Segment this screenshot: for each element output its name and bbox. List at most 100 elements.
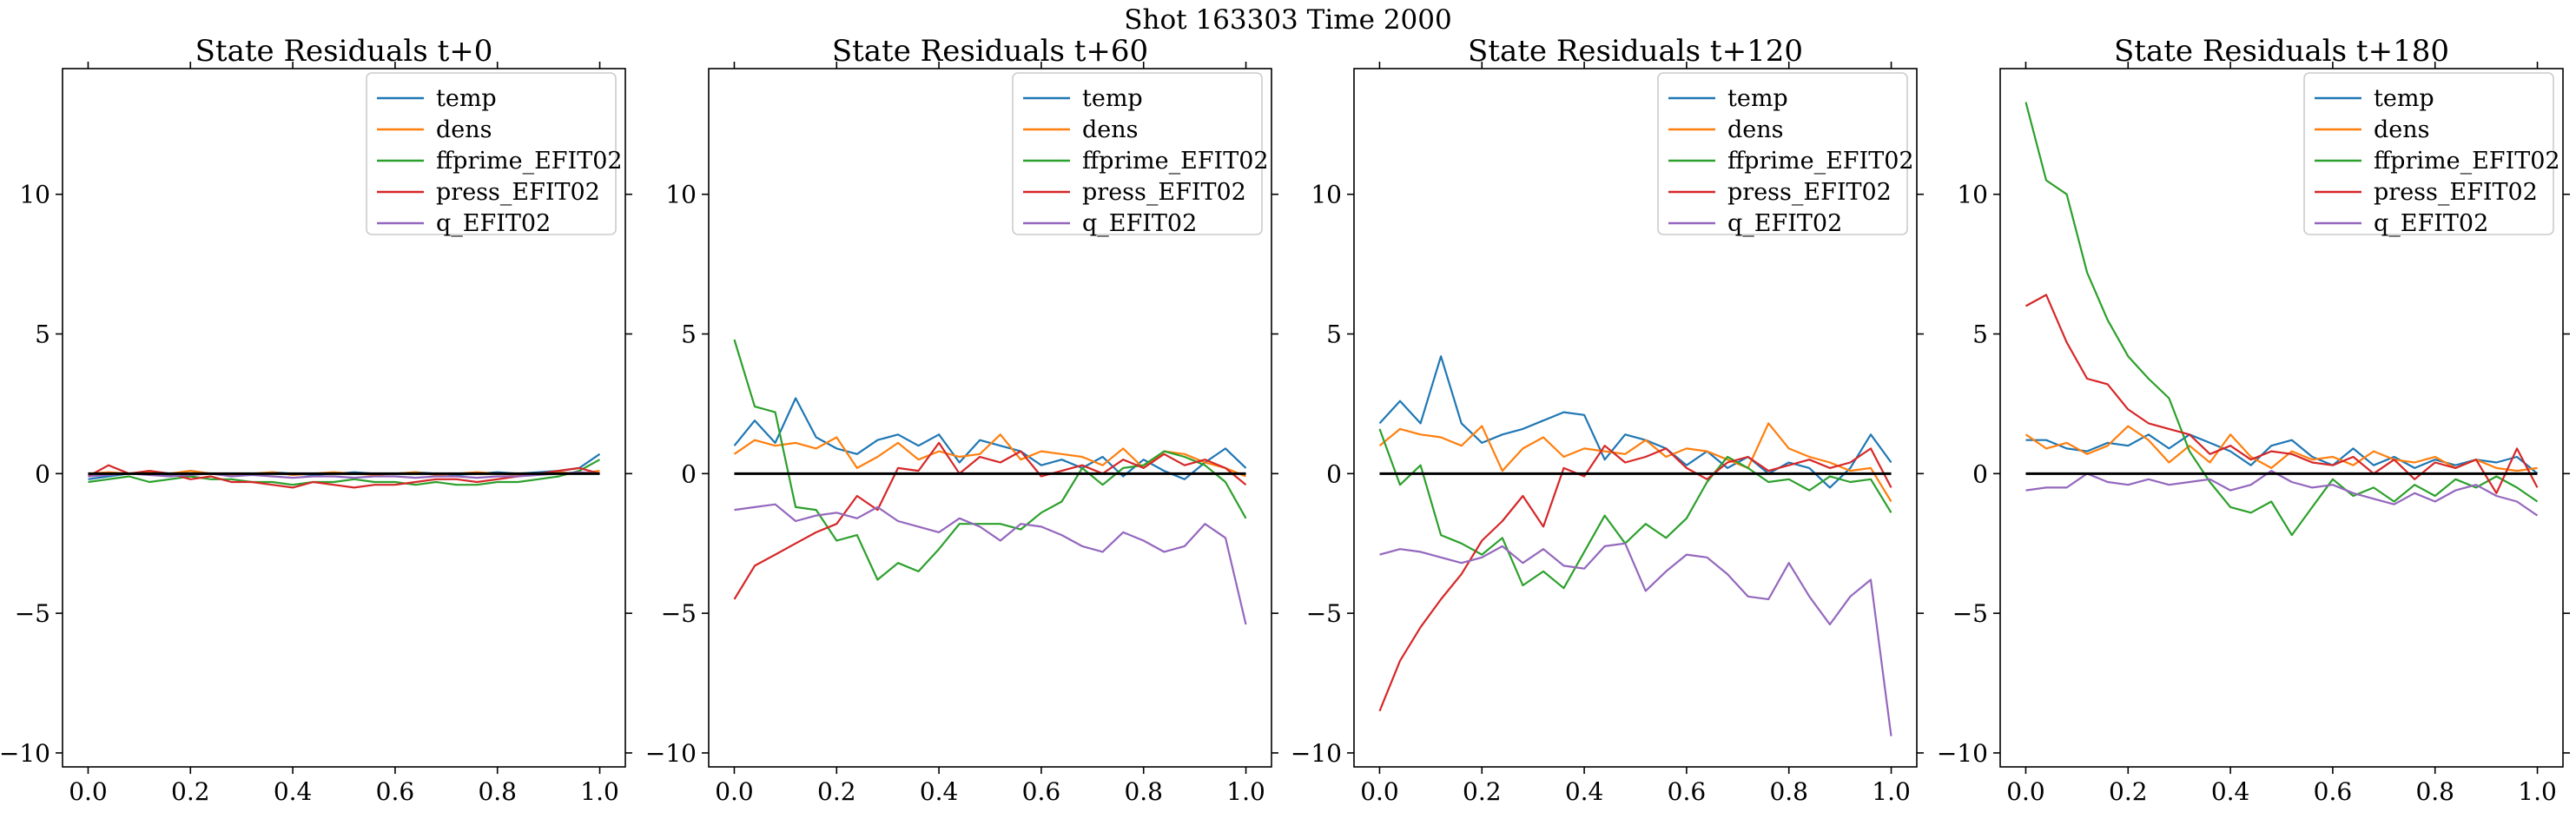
subplot-3: State Residuals t+180 0.0 0.2 0.4 0.6 0.8 1.0 −… [1937, 34, 2570, 806]
x-tick-label: 0.4 [1565, 777, 1604, 806]
series-line-q_EFIT02 [2025, 469, 2539, 517]
panel-title: State Residuals t+0 [195, 34, 493, 69]
panel-title: State Residuals t+120 [1468, 34, 1803, 69]
panel-title: State Residuals t+60 [832, 34, 1148, 69]
legend-label: press_EFIT02 [1082, 179, 1246, 206]
axes-frame [1999, 68, 2564, 768]
legend: temp dens ffprime_EFIT02 press_EFIT02 q_EFIT… [1657, 72, 1914, 237]
series-line-press_EFIT02 [1378, 445, 1892, 712]
legend-box [366, 72, 617, 235]
x-tick-label: 1.0 [1872, 777, 1911, 806]
x-tick-label: 1.0 [1226, 777, 1265, 806]
y-tick-label: 5 [681, 320, 697, 349]
x-tick-label: 0.0 [2006, 777, 2045, 806]
x-tick-label: 0.6 [2314, 777, 2353, 806]
legend-box [2303, 72, 2554, 235]
legend-label: q_EFIT02 [1727, 210, 1842, 237]
series-line-ffprime_EFIT02 [2024, 102, 2539, 537]
series-line-press_EFIT02 [2024, 294, 2539, 494]
y-tick-label: 10 [665, 181, 697, 209]
y-tick-label: −10 [1291, 739, 1342, 768]
y-tick-label: 10 [1311, 181, 1342, 209]
y-tick-label: 5 [1972, 320, 1988, 349]
legend-label: temp [436, 85, 497, 112]
series-line-temp [733, 397, 1247, 480]
legend-label: q_EFIT02 [1082, 210, 1197, 237]
x-tick-label: 1.0 [580, 777, 619, 806]
legend-label: dens [1082, 116, 1139, 143]
legend-label: q_EFIT02 [436, 210, 551, 237]
legend: temp dens ffprime_EFIT02 press_EFIT02 q_EFIT… [366, 72, 623, 237]
y-tick-label: 0 [1972, 459, 1988, 488]
series-line-q_EFIT02 [734, 503, 1247, 625]
legend-label: temp [1082, 85, 1143, 112]
legend-label: dens [1727, 116, 1784, 143]
y-tick-label: 0 [1326, 459, 1342, 488]
x-tick-label: 0.2 [817, 777, 856, 806]
x-tick-label: 0.4 [274, 777, 313, 806]
x-tick-label: 0.6 [376, 777, 415, 806]
y-tick-label: −5 [1306, 599, 1342, 628]
series-line-press_EFIT02 [733, 441, 1247, 600]
legend-label: ffprime_EFIT02 [2374, 148, 2560, 175]
x-tick-label: 0.6 [1022, 777, 1061, 806]
legend-box [1012, 72, 1263, 235]
y-tick-label: 5 [35, 320, 50, 349]
y-tick-label: −10 [645, 739, 697, 768]
subplot-0: State Residuals t+0 0.0 0.2 0.4 0.6 0.8 1.0 −10… [0, 34, 632, 806]
legend-label: dens [2374, 116, 2430, 143]
x-tick-label: 0.2 [1463, 777, 1502, 806]
subplot-2: State Residuals t+120 0.0 0.2 0.4 0.6 0.8 1.0 −… [1291, 34, 1924, 806]
x-tick-label: 0.4 [2211, 777, 2250, 806]
series-line-ffprime_EFIT02 [88, 459, 601, 486]
legend-label: press_EFIT02 [436, 179, 600, 206]
x-tick-label: 0.4 [920, 777, 959, 806]
axes-frame [1353, 68, 1918, 768]
series-line-q_EFIT02 [1379, 542, 1892, 736]
legend-label: temp [2374, 85, 2434, 112]
legend-label: q_EFIT02 [2374, 210, 2488, 237]
x-tick-label: 1.0 [2518, 777, 2557, 806]
y-tick-label: −5 [15, 599, 50, 628]
y-tick-label: −5 [1952, 599, 1988, 628]
legend-box [1657, 72, 1908, 235]
legend-label: ffprime_EFIT02 [1082, 148, 1269, 175]
legend-label: temp [1727, 85, 1788, 112]
x-tick-label: 0.2 [171, 777, 210, 806]
series-line-dens [1378, 422, 1892, 503]
x-tick-label: 0.8 [1769, 777, 1808, 806]
series-line-ffprime_EFIT02 [1378, 428, 1892, 590]
x-tick-label: 0.8 [478, 777, 517, 806]
x-tick-label: 0.8 [1124, 777, 1163, 806]
y-tick-label: −5 [661, 599, 697, 628]
y-tick-label: 10 [19, 181, 50, 209]
x-tick-label: 0.2 [2109, 777, 2148, 806]
subplot-1: State Residuals t+60 0.0 0.2 0.4 0.6 0.8 1.0 −1… [645, 34, 1278, 806]
legend: temp dens ffprime_EFIT02 press_EFIT02 q_EFIT… [2303, 72, 2560, 237]
x-tick-label: 0.0 [69, 777, 108, 806]
y-tick-label: −10 [1937, 739, 1988, 768]
y-tick-label: −10 [0, 739, 50, 768]
series-line-temp [1378, 355, 1892, 489]
x-tick-label: 0.6 [1668, 777, 1707, 806]
y-tick-label: 5 [1326, 320, 1342, 349]
panel-title: State Residuals t+180 [2114, 34, 2449, 69]
x-tick-label: 0.0 [1360, 777, 1399, 806]
x-tick-label: 0.8 [2415, 777, 2454, 806]
legend-label: press_EFIT02 [2374, 179, 2538, 206]
series-line-q_EFIT02 [88, 471, 600, 479]
y-tick-label: 0 [35, 459, 50, 488]
legend-label: press_EFIT02 [1727, 179, 1892, 206]
legend-label: ffprime_EFIT02 [1727, 148, 1914, 175]
x-tick-label: 0.0 [715, 777, 754, 806]
y-tick-label: 10 [1957, 181, 1988, 209]
subplot-grid: State Residuals t+0 0.0 0.2 0.4 0.6 0.8 1.0 −10… [0, 34, 2570, 806]
legend: temp dens ffprime_EFIT02 press_EFIT02 q_EFIT… [1012, 72, 1269, 237]
axes-frame [62, 68, 626, 768]
legend-label: ffprime_EFIT02 [436, 148, 623, 175]
axes-frame [708, 68, 1272, 768]
legend-label: dens [436, 116, 492, 143]
figure-suptitle: Shot 163303 Time 2000 [1124, 4, 1451, 36]
y-tick-label: 0 [681, 459, 697, 488]
